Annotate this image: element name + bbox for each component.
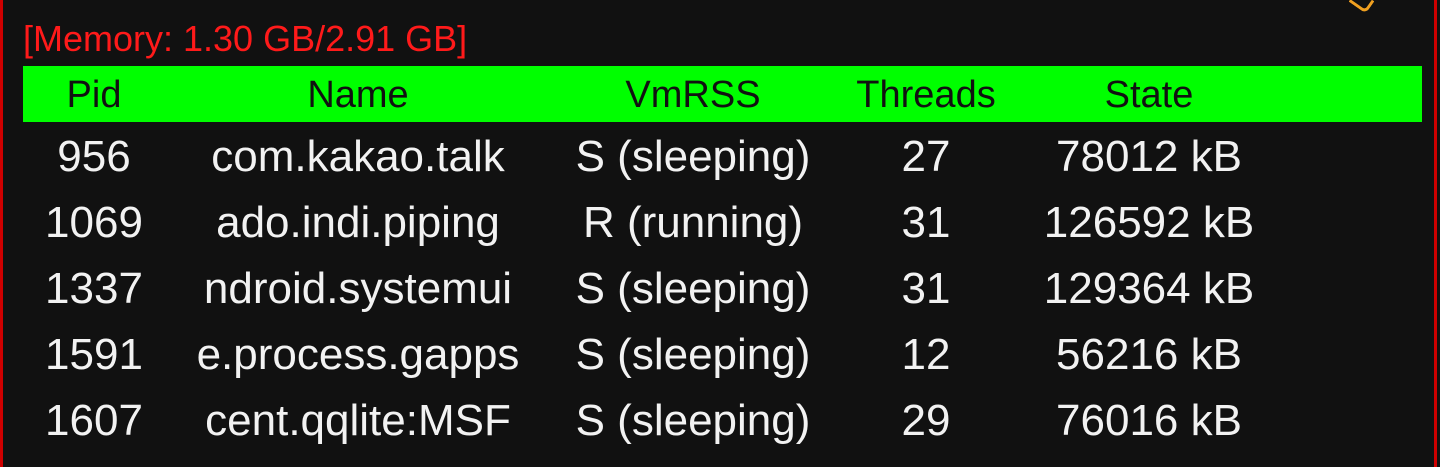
cell-state: S (sleeping) (575, 264, 811, 313)
cell-pid: 1607 (45, 396, 143, 445)
cell-state: S (sleeping) (575, 132, 811, 181)
cell-threads: 29 (901, 396, 951, 445)
cell-vmrss: 126592 kB (1043, 198, 1255, 247)
table-row[interactable]: 1607 cent.qqlite:MSF S (sleeping) 29 760… (23, 386, 1422, 452)
cell-name: cent.qqlite:MSF (205, 396, 511, 445)
table-row[interactable]: 1069 ado.indi.piping R (running) 31 1265… (23, 188, 1422, 254)
table-row[interactable]: 1337 ndroid.systemui S (sleeping) 31 129… (23, 254, 1422, 320)
cell-name: com.kakao.talk (211, 132, 505, 181)
column-header-threads[interactable]: Threads (856, 74, 996, 116)
cell-name: ado.indi.piping (216, 198, 500, 247)
table-row[interactable]: 1591 e.process.gapps S (sleeping) 12 562… (23, 320, 1422, 386)
cell-pid: 956 (57, 132, 131, 181)
cell-threads: 31 (901, 264, 951, 313)
cell-name: ndroid.systemui (203, 264, 513, 313)
column-header-name[interactable]: Name (307, 74, 409, 116)
cell-state: R (running) (582, 198, 804, 247)
cell-vmrss: 129364 kB (1043, 264, 1255, 313)
cell-vmrss: 78012 kB (1056, 132, 1242, 181)
cell-threads: 12 (901, 330, 951, 379)
cell-threads: 31 (901, 198, 951, 247)
process-table: Pid Name VmRSS Threads State 956 com.kak… (23, 66, 1422, 452)
column-header-state[interactable]: State (1104, 74, 1194, 116)
corner-accent-icon (1348, 0, 1375, 14)
cell-pid: 1591 (45, 330, 143, 379)
table-row[interactable]: 956 com.kakao.talk S (sleeping) 27 78012… (23, 122, 1422, 188)
table-header: Pid Name VmRSS Threads State (23, 66, 1422, 122)
column-header-vmrss[interactable]: VmRSS (625, 74, 761, 116)
cell-state: S (sleeping) (575, 396, 811, 445)
cell-name: e.process.gapps (196, 330, 520, 379)
memory-usage-label: [Memory: 1.30 GB/2.91 GB] (23, 18, 468, 59)
cell-pid: 1069 (45, 198, 143, 247)
column-header-pid[interactable]: Pid (66, 74, 122, 116)
cell-state: S (sleeping) (575, 330, 811, 379)
cell-threads: 27 (901, 132, 951, 181)
cell-vmrss: 56216 kB (1056, 330, 1242, 379)
cell-pid: 1337 (45, 264, 143, 313)
cell-vmrss: 76016 kB (1056, 396, 1242, 445)
